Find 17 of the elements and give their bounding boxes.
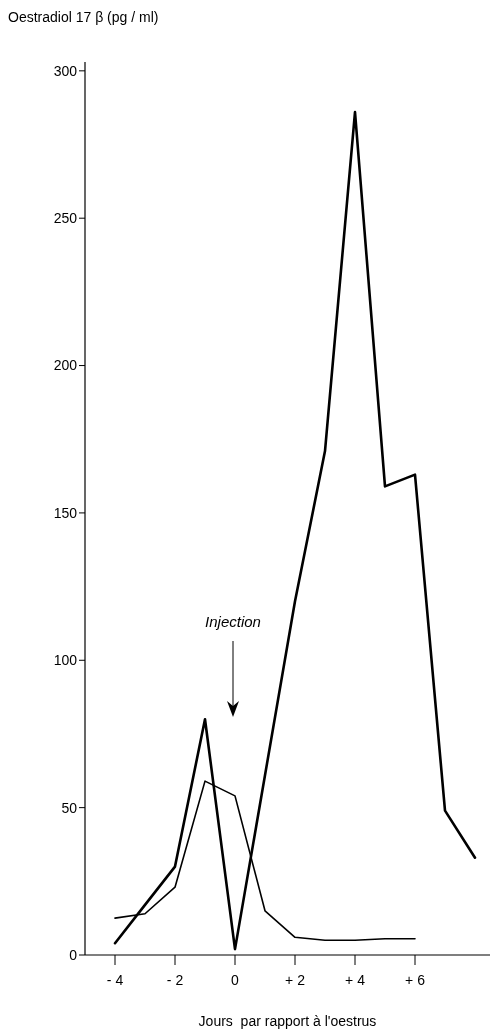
y-tick-label: 0 xyxy=(69,946,78,963)
x-tick-label: + 2 xyxy=(285,972,306,988)
x-tick-label: 0 xyxy=(231,972,240,988)
y-tick-label: 150 xyxy=(53,504,78,521)
y-tick-label: 250 xyxy=(53,210,78,227)
y-axis-title: Oestradiol 17 β (pg / ml) xyxy=(8,9,159,25)
y-tick-label: 50 xyxy=(61,799,78,816)
y-tick-label: 100 xyxy=(53,652,78,669)
y-tick-label: 200 xyxy=(53,357,78,374)
x-tick-label: + 4 xyxy=(345,972,366,988)
annotation: Injection xyxy=(205,613,261,630)
x-tick-label: - 2 xyxy=(166,972,184,988)
x-tick-label: + 6 xyxy=(405,972,426,988)
line-series xyxy=(113,110,477,951)
y-tick-label: 300 xyxy=(53,62,78,79)
x-tick-label: - 4 xyxy=(106,972,124,988)
x-axis-title: Jours par rapport à l'oestrus xyxy=(198,1013,377,1029)
